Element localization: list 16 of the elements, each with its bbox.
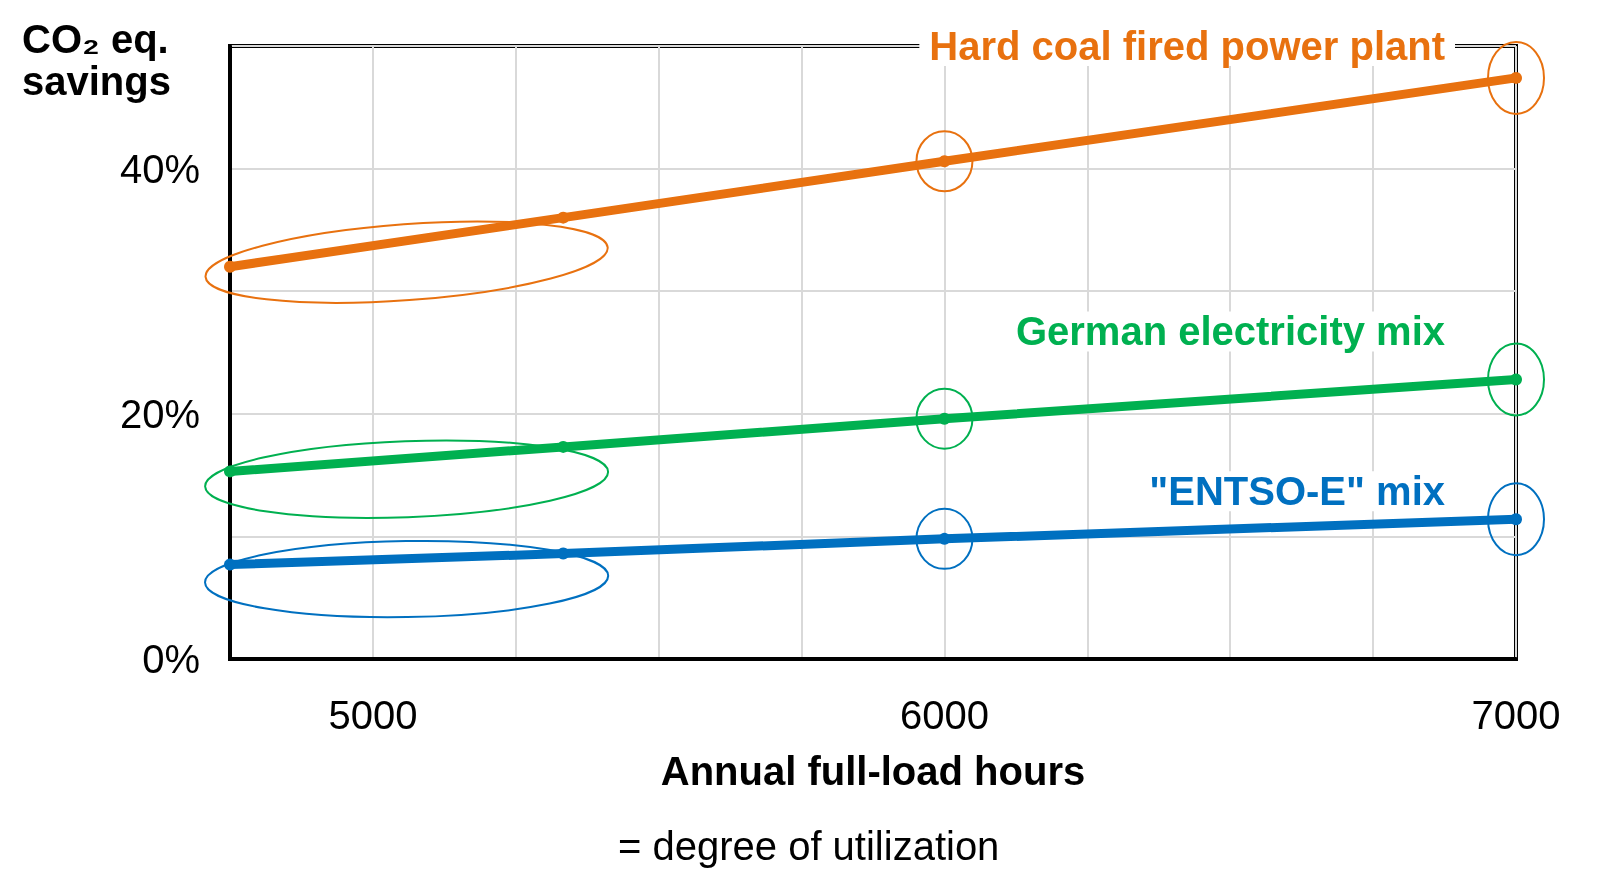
point [1510,513,1522,526]
y-tick-label: 40% [119,146,200,191]
y-tick-label: 0% [142,637,200,681]
y-tick-label: 20% [119,391,200,436]
series-label: Hard coal fired power plant [929,23,1445,68]
series-label: German electricity mix [1015,309,1445,354]
x-axis-title: Annual full-load hours [660,749,1086,793]
point [1510,71,1522,84]
x-tick-label: 7000 [1471,693,1561,737]
text: = degree of utilization [618,824,1000,868]
legend-label: "ENTSO-E" mix [1149,469,1445,514]
x-tick-label: 6000 [899,693,989,737]
point [1510,373,1522,386]
x-tick-label: 5000 [328,693,418,737]
y-axis-title: CO₂ eq. savings [22,17,180,103]
point [224,260,236,273]
